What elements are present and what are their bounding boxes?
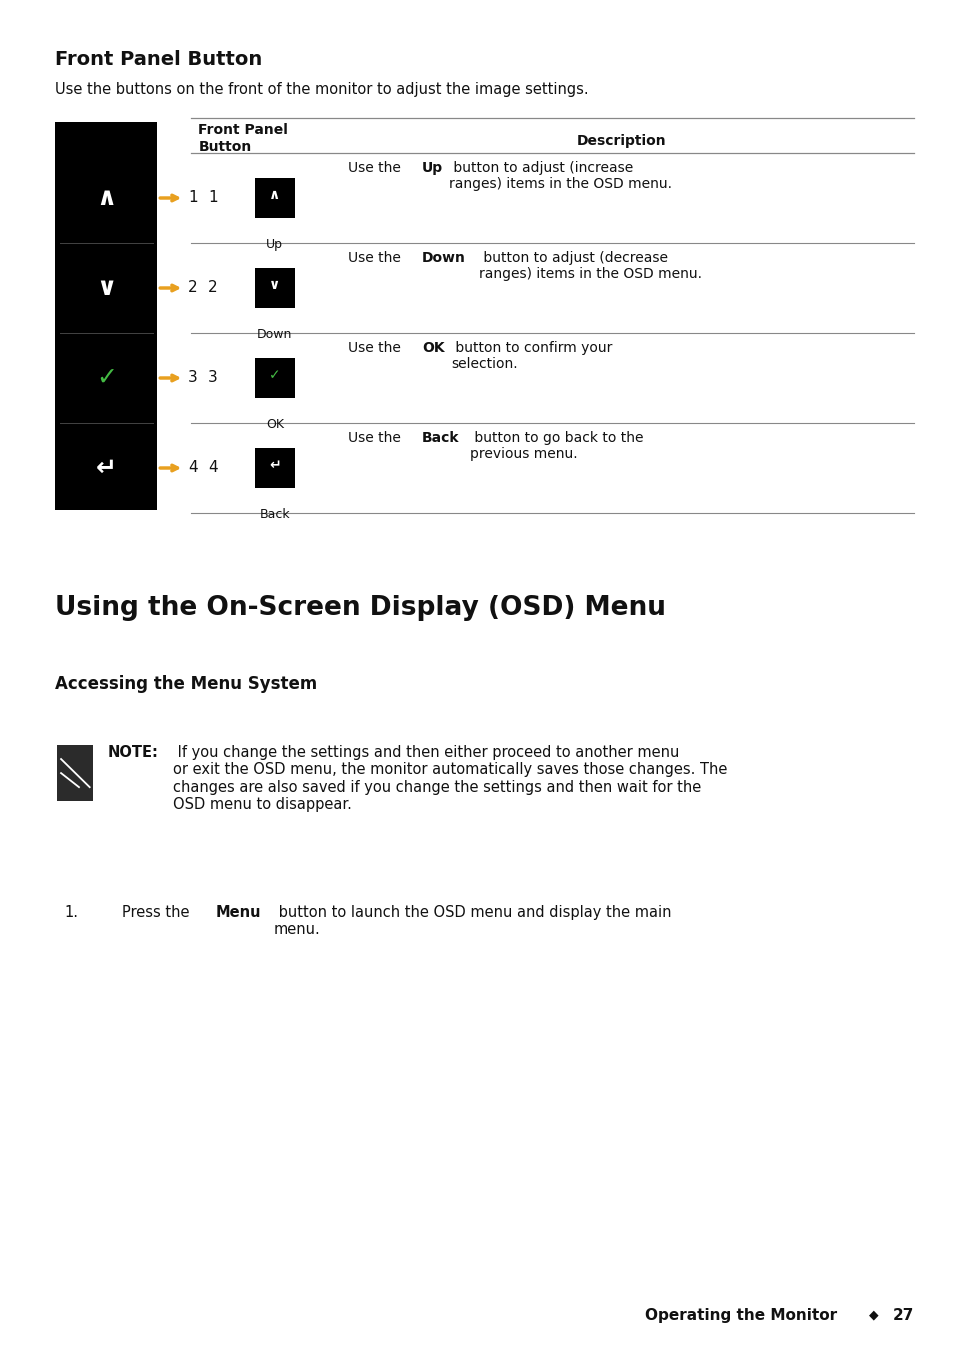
Text: 3: 3 [188,371,197,386]
Text: NOTE:: NOTE: [108,745,158,760]
Text: 1: 1 [188,191,197,206]
Text: ✓: ✓ [269,368,280,382]
Text: 1: 1 [208,191,217,206]
Text: ◆: ◆ [868,1308,878,1322]
Text: 2: 2 [188,280,197,295]
Text: ∧: ∧ [269,188,280,202]
Text: Front Panel
Button: Front Panel Button [198,123,288,153]
Bar [254,177,294,218]
Text: button to confirm your
selection.: button to confirm your selection. [451,341,612,371]
Bar [254,357,294,398]
Text: ✓: ✓ [95,366,117,390]
Text: Press the: Press the [122,904,194,919]
Text: 4: 4 [208,460,217,475]
Text: OK: OK [421,341,444,355]
Text: Description: Description [577,134,665,148]
Text: 2: 2 [208,280,217,295]
Text: Menu: Menu [215,904,260,919]
Text: Accessing the Menu System: Accessing the Menu System [55,676,317,693]
Text: Use the: Use the [348,250,405,265]
Text: Back: Back [421,431,459,445]
Text: button to launch the OSD menu and display the main
menu.: button to launch the OSD menu and displa… [274,904,671,937]
Text: ↵: ↵ [95,456,117,481]
Text: Back: Back [259,508,290,520]
Text: Operating the Monitor: Operating the Monitor [645,1308,837,1323]
Text: ↵: ↵ [269,458,280,473]
Text: 1.: 1. [65,904,79,919]
Text: ∧: ∧ [96,185,116,210]
Text: ∨: ∨ [96,276,116,301]
Text: If you change the settings and then either proceed to another menu
or exit the O: If you change the settings and then eith… [173,745,727,812]
Text: Use the: Use the [348,341,405,355]
Text: Down: Down [256,328,293,341]
Text: Up: Up [266,237,283,250]
Text: Using the On-Screen Display (OSD) Menu: Using the On-Screen Display (OSD) Menu [55,594,665,621]
Text: Down: Down [421,250,465,265]
Text: button to adjust (decrease
ranges) items in the OSD menu.: button to adjust (decrease ranges) items… [478,250,701,282]
Text: button to go back to the
previous menu.: button to go back to the previous menu. [470,431,643,462]
Text: 4: 4 [188,460,197,475]
Text: button to adjust (increase
ranges) items in the OSD menu.: button to adjust (increase ranges) items… [449,161,672,191]
Text: Use the: Use the [348,431,405,445]
Bar [57,745,93,802]
Text: 27: 27 [892,1308,913,1323]
Text: Use the buttons on the front of the monitor to adjust the image settings.: Use the buttons on the front of the moni… [55,83,588,97]
Text: Front Panel Button: Front Panel Button [55,50,262,69]
Bar [55,122,157,510]
Bar [254,268,294,307]
Text: OK: OK [266,417,283,431]
Text: ∨: ∨ [269,279,280,292]
Text: 3: 3 [208,371,217,386]
Bar [254,448,294,487]
Text: Use the: Use the [348,161,405,175]
Text: Up: Up [421,161,443,175]
